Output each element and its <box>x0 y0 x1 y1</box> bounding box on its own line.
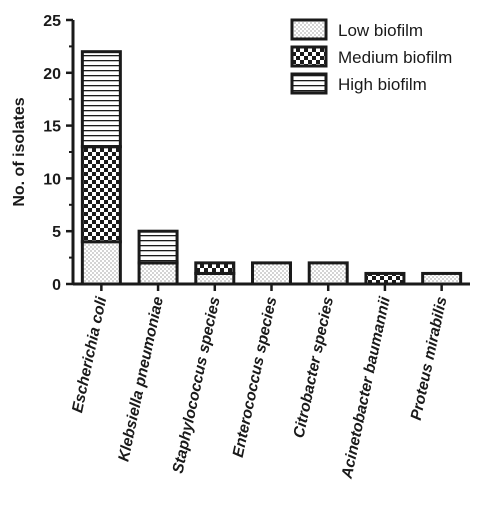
legend-swatch-high-biofilm <box>290 72 328 95</box>
bar-segment-medium-biofilm <box>194 261 236 275</box>
y-axis: 0 5 10 15 20 25 <box>43 13 75 294</box>
bars <box>80 50 463 286</box>
bar-segment-low-biofilm <box>194 271 236 286</box>
bar-segment-medium-biofilm <box>80 145 122 244</box>
x-category-label: Citrobacter species <box>291 295 338 440</box>
y-tick-label: 5 <box>52 224 61 241</box>
y-tick-label: 10 <box>43 171 61 188</box>
legend-swatch-medium-biofilm <box>290 45 328 68</box>
y-axis-title: No. of isolates <box>11 97 28 206</box>
x-category-label: Escherichia coli <box>69 295 110 415</box>
y-tick-label: 25 <box>43 13 61 30</box>
legend-label: Low biofilm <box>338 21 423 40</box>
x-category-label: Acinetobacter baumannii <box>339 295 394 481</box>
x-category-label: Enterococcus species <box>230 295 281 459</box>
bar-segment-low-biofilm <box>137 261 179 286</box>
legend-label: High biofilm <box>338 75 427 94</box>
y-tick-label: 0 <box>52 277 61 294</box>
y-tick-label: 20 <box>43 66 61 83</box>
bar-segment-high-biofilm <box>80 50 122 149</box>
x-category-label: Staphylococcus species <box>170 295 224 475</box>
bar-segment-medium-biofilm <box>364 271 406 286</box>
legend-swatch-low-biofilm <box>290 18 328 41</box>
bar-segment-high-biofilm <box>137 229 179 265</box>
x-category-label: Proteus mirabilis <box>408 295 451 422</box>
legend-label: Medium biofilm <box>338 48 452 67</box>
bar-segment-low-biofilm <box>421 271 463 286</box>
bar-segment-low-biofilm <box>80 240 122 286</box>
y-tick-label: 15 <box>43 119 61 136</box>
x-axis: Escherichia coli Klebsiella pneumoniae Sta… <box>69 282 470 481</box>
legend: Low biofilm Medium biofilm High biofilm <box>290 18 452 95</box>
bar-segment-low-biofilm <box>251 261 292 286</box>
x-category-label: Klebsiella pneumoniae <box>115 295 167 463</box>
bar-segment-low-biofilm <box>307 261 349 286</box>
